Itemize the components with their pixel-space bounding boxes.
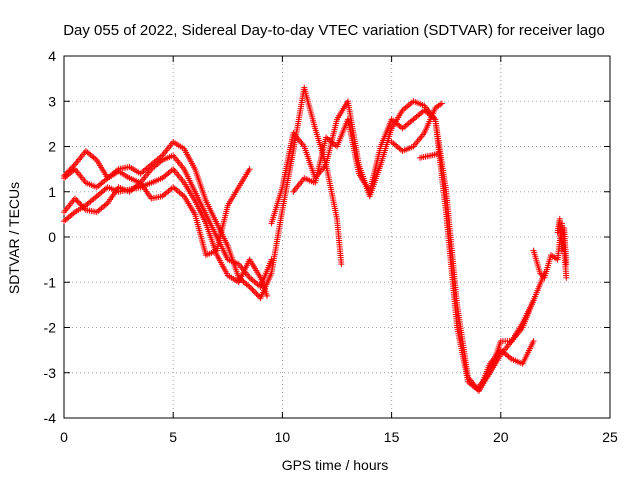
data-point (563, 274, 570, 281)
data-point (80, 204, 87, 211)
data-point (338, 261, 345, 268)
series-track-9 (475, 297, 537, 390)
data-point (249, 286, 256, 293)
y-tick-label: 0 (48, 229, 56, 245)
data-point (264, 292, 271, 299)
chart-title: Day 055 of 2022, Sidereal Day-to-day VTE… (63, 22, 605, 39)
y-tick-label: 3 (48, 93, 56, 109)
data-point (71, 195, 78, 202)
x-tick-label: 20 (493, 429, 509, 445)
y-tick-label: 2 (48, 139, 56, 155)
data-point (76, 199, 83, 206)
data-point (530, 297, 537, 304)
y-tick-label: -4 (44, 410, 57, 426)
series-track-8 (416, 150, 443, 161)
data-point (248, 285, 255, 292)
data-point (252, 289, 259, 296)
data-point (530, 338, 537, 345)
data-point (246, 166, 253, 173)
grid (64, 56, 610, 418)
data-point (78, 202, 85, 209)
x-axis-label: GPS time / hours (282, 457, 389, 473)
x-tick-label: 15 (384, 429, 400, 445)
data-point (563, 261, 570, 268)
data-point (254, 292, 261, 299)
y-tick-label: 1 (48, 184, 56, 200)
y-tick-label: -3 (44, 365, 57, 381)
data-points (61, 84, 570, 394)
data-point (436, 150, 443, 157)
data-point (74, 198, 81, 205)
data-point (73, 196, 80, 203)
y-tick-label: 4 (48, 48, 56, 64)
series-track-7 (388, 100, 445, 155)
y-tick-labels: -4 -3 -2 -1 0 1 2 3 4 (44, 48, 57, 426)
data-point (246, 283, 253, 290)
x-tick-label: 10 (275, 429, 291, 445)
y-tick-label: -2 (44, 320, 57, 336)
series-track-1 (61, 84, 345, 302)
data-point (250, 288, 257, 295)
plot-frame (63, 55, 611, 419)
data-point (81, 205, 88, 212)
series-track-3 (61, 166, 253, 259)
series-track-11 (554, 215, 570, 268)
x-tick-label: 25 (602, 429, 618, 445)
y-tick-label: -1 (44, 274, 57, 290)
series-track-6 (290, 107, 537, 394)
data-point (253, 290, 260, 297)
x-tick-labels: 0 5 10 15 20 25 (60, 429, 618, 445)
data-point (438, 100, 445, 107)
x-tick-label: 5 (169, 429, 177, 445)
x-tick-label: 0 (60, 429, 68, 445)
series-track-4 (61, 152, 275, 290)
y-axis-label: SDTVAR / TECUs (6, 182, 22, 294)
data-point (268, 256, 275, 263)
data-point (77, 201, 84, 208)
